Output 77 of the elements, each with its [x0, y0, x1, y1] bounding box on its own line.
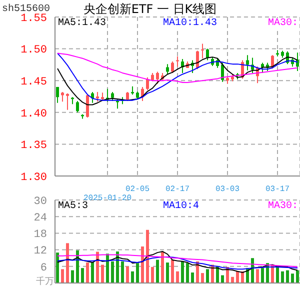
bar: [81, 268, 84, 283]
candlestick: [76, 100, 79, 113]
y-tick-label: 24: [34, 212, 48, 225]
y-tick-label: 1.40: [20, 108, 47, 120]
bar: [56, 252, 59, 283]
y-tick-label: 18: [34, 229, 47, 242]
line-series: [57, 254, 298, 268]
bar: [231, 276, 234, 283]
candlestick: [61, 92, 64, 102]
bar: [156, 260, 159, 283]
bar: [106, 254, 109, 283]
y-tick-label: 30: [34, 196, 47, 208]
bar: [171, 260, 174, 283]
chart-subtitle: sh515600: [2, 4, 50, 15]
bar: [256, 269, 259, 283]
candlestick: [171, 61, 174, 74]
y-tick-label: 12: [34, 246, 47, 258]
chart-title: 央企创新ETF 一 日K线图: [83, 2, 217, 16]
candlestick: [166, 64, 169, 75]
candlestick: [206, 48, 209, 61]
annotation: MA5:3: [58, 201, 88, 213]
bar: [181, 261, 184, 283]
bar: [236, 271, 239, 283]
x-tick-label: 02-05: [125, 185, 150, 194]
candlestick: [96, 92, 99, 102]
y-tick-label: 1.35: [20, 140, 47, 152]
bar: [136, 263, 139, 283]
bar: [206, 269, 209, 283]
line-series: [57, 256, 298, 270]
bar: [66, 243, 69, 283]
bar: [121, 261, 124, 283]
annotation: MA30:: [268, 18, 298, 30]
candlestick: [246, 54, 249, 71]
bar: [146, 230, 149, 283]
y-tick-label: 1.30: [20, 172, 47, 184]
bar: [91, 262, 94, 283]
bar: [141, 246, 144, 283]
bar: [101, 264, 104, 283]
bar: [166, 262, 169, 283]
bar: [186, 263, 189, 283]
bar: [296, 270, 299, 283]
bar: [281, 271, 284, 283]
y-tick-label: 6: [40, 262, 47, 274]
y-axis-title: 千万: [36, 276, 54, 288]
bar: [71, 270, 74, 283]
annotation: MA10:1.43: [163, 18, 218, 30]
bar: [161, 251, 164, 283]
bar: [201, 273, 204, 283]
candlestick: [66, 92, 69, 110]
y-tick-label: 1.55: [20, 12, 47, 25]
bar: [86, 262, 89, 283]
bar: [126, 266, 129, 283]
candlestick: [156, 71, 159, 84]
candlestick: [146, 76, 149, 91]
annotation: MA10:4: [163, 201, 200, 213]
y-tick-label: 1.50: [20, 44, 47, 57]
bar: [261, 268, 264, 283]
bar: [61, 269, 64, 283]
x-tick-label: 03-03: [215, 185, 240, 194]
bar: [176, 271, 179, 283]
candlestick: [176, 56, 179, 68]
candlestick: [56, 86, 59, 104]
bar: [96, 252, 99, 283]
annotation: MA30:: [268, 201, 298, 213]
x-tick-label: 03-17: [265, 185, 290, 194]
bar: [221, 275, 224, 283]
bar: [151, 266, 154, 283]
candlestick: [201, 43, 204, 59]
bar: [191, 272, 194, 283]
bar: [291, 274, 294, 283]
bar: [111, 261, 114, 283]
bar: [286, 270, 289, 283]
bar: [131, 271, 134, 283]
line-series: [57, 250, 298, 273]
annotation: MA5:1.43: [58, 18, 106, 30]
y-tick-label: 1.45: [20, 76, 47, 89]
x-tick-label: 02-17: [165, 185, 190, 194]
